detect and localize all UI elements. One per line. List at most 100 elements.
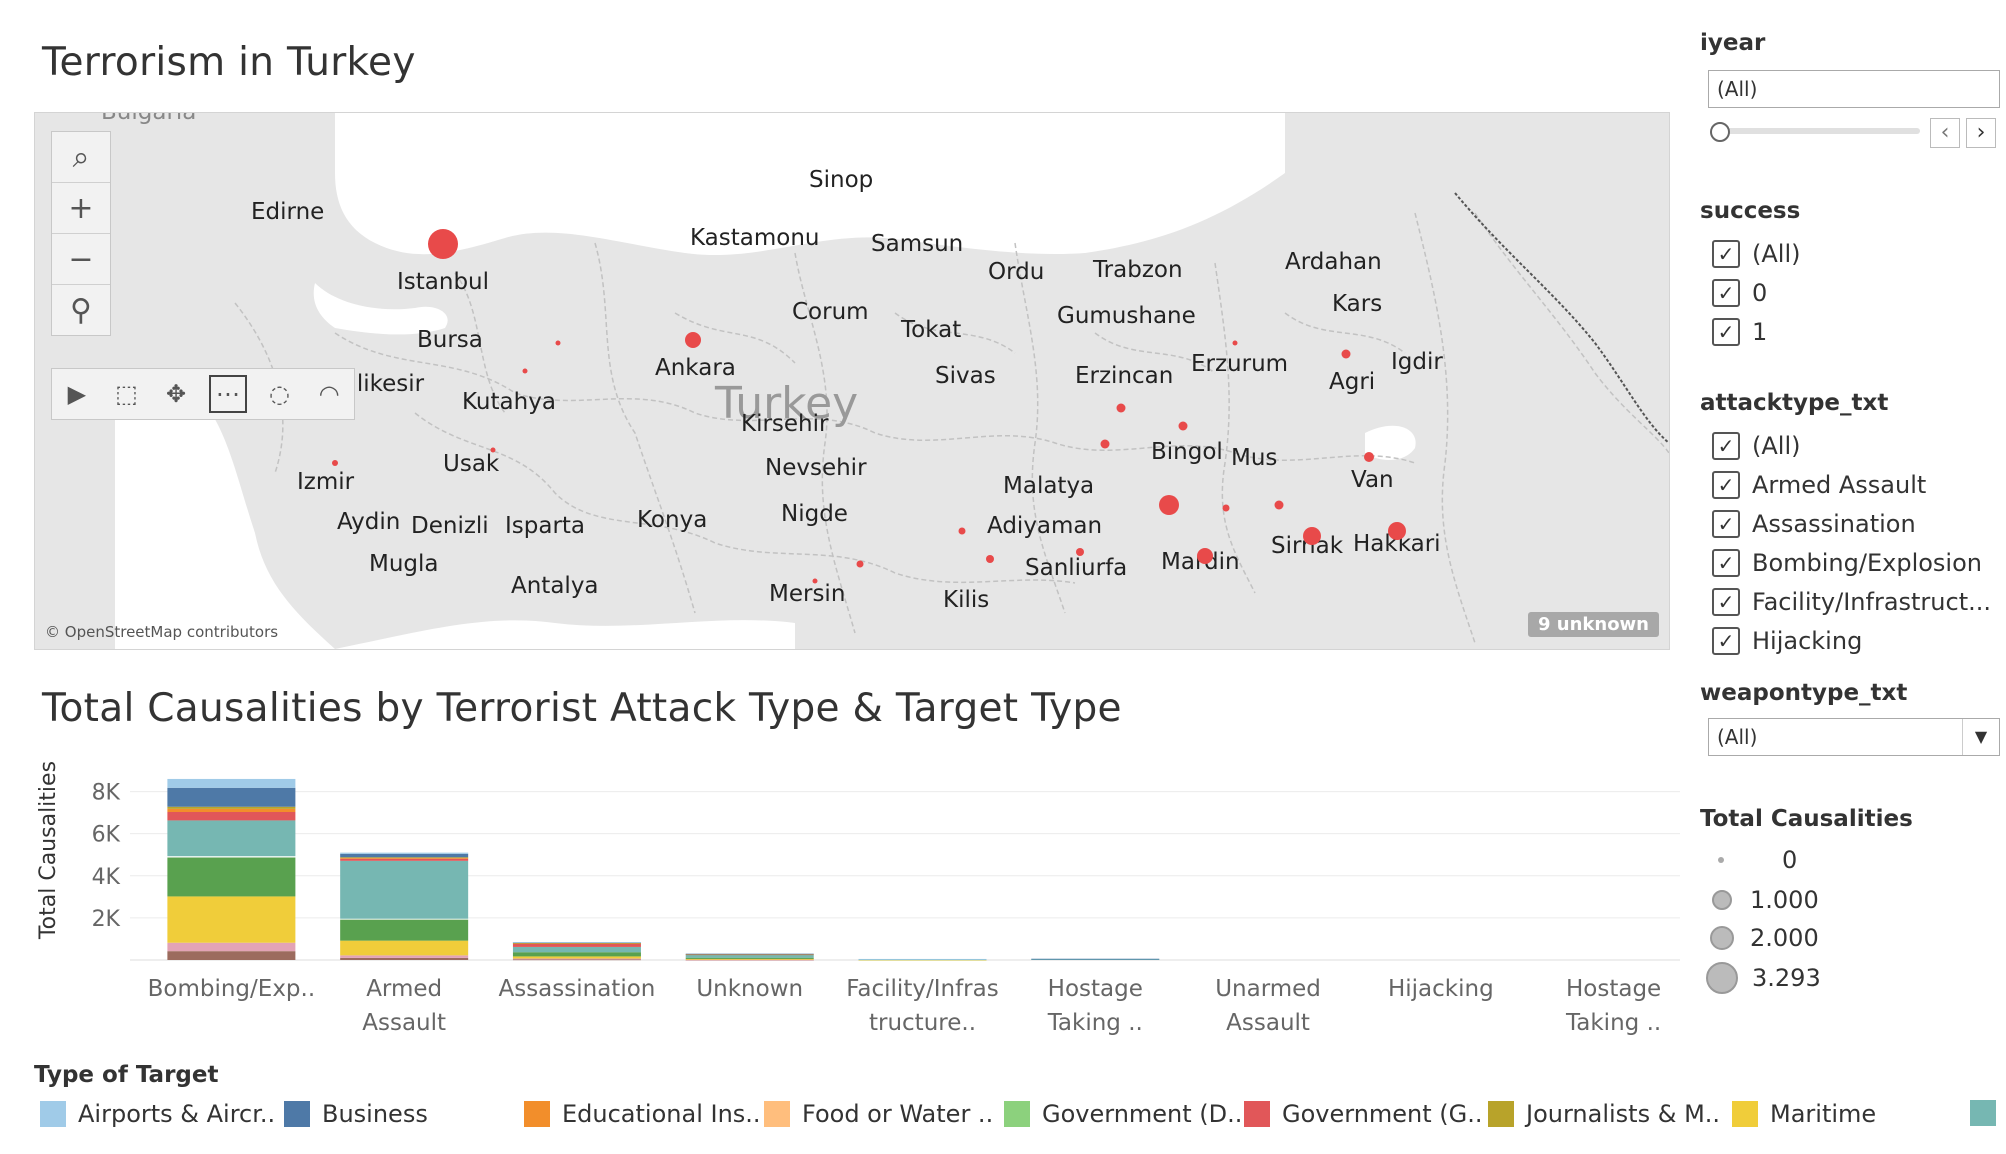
map-marker[interactable] [1100, 439, 1110, 449]
map-marker[interactable] [332, 460, 338, 466]
checkbox-checked-icon[interactable]: ✓ [1712, 240, 1740, 268]
bar-segment[interactable] [167, 806, 296, 809]
success-option[interactable]: ✓ (All) [1712, 240, 1800, 268]
bar-segment[interactable] [685, 954, 814, 958]
target-legend-item[interactable]: Government (D.. [1004, 1100, 1242, 1128]
pin-icon[interactable]: ⚲ [70, 292, 92, 328]
map-marker[interactable] [1178, 421, 1188, 431]
bar-segment[interactable] [512, 943, 641, 944]
map-marker[interactable] [685, 332, 701, 348]
bar-segment[interactable] [685, 959, 814, 961]
map-marker[interactable] [1364, 452, 1374, 462]
bar-segment[interactable] [685, 953, 814, 955]
target-legend-item[interactable]: Educational Ins.. [524, 1100, 761, 1128]
bar-segment[interactable] [167, 856, 296, 858]
bar-segment[interactable] [340, 918, 469, 920]
map-marker[interactable] [428, 229, 458, 259]
map-marker[interactable] [1274, 500, 1284, 510]
zoom-in-icon[interactable]: + [52, 183, 110, 234]
target-legend-item[interactable]: Business [284, 1100, 428, 1128]
turkey-map[interactable]: Bulgaria Turkey Sinop Edirne Kastamonu S… [34, 112, 1670, 650]
map-marker[interactable] [1232, 340, 1238, 346]
target-legend-item[interactable]: Journalists & M.. [1488, 1100, 1720, 1128]
rectangle-select-icon[interactable]: ⋯ [208, 375, 247, 413]
map-marker[interactable] [812, 578, 818, 584]
map-marker[interactable] [1388, 522, 1406, 540]
bar-segment[interactable] [340, 940, 469, 956]
attacktype-option[interactable]: ✓ Bombing/Explosion [1712, 549, 1982, 577]
bar-segment[interactable] [167, 820, 296, 857]
zoom-out-icon[interactable]: − [52, 234, 110, 285]
bar-segment[interactable] [167, 778, 296, 788]
attacktype-option[interactable]: ✓ Facility/Infrastruct... [1712, 588, 1991, 616]
lasso-select-icon[interactable]: ◠ [318, 380, 340, 408]
bar-segment[interactable] [512, 942, 641, 943]
chevron-left-icon[interactable]: ‹ [1930, 118, 1960, 148]
bar-segment[interactable] [340, 860, 469, 919]
bar-segment[interactable] [1031, 959, 1160, 960]
checkbox-checked-icon[interactable]: ✓ [1712, 627, 1740, 655]
checkbox-checked-icon[interactable]: ✓ [1712, 588, 1740, 616]
bar-segment[interactable] [512, 956, 641, 959]
bar-segment[interactable] [512, 946, 641, 953]
success-option[interactable]: ✓ 1 [1712, 318, 1767, 346]
map-marker[interactable] [1341, 349, 1351, 359]
checkbox-checked-icon[interactable]: ✓ [1712, 279, 1740, 307]
bar-segment[interactable] [167, 942, 296, 952]
iyear-input[interactable]: (All) [1708, 70, 2000, 108]
weapontype-select[interactable]: (All) ▼ [1708, 718, 2000, 756]
bar-segment[interactable] [512, 952, 641, 957]
bar-segment[interactable] [167, 857, 296, 897]
checkbox-checked-icon[interactable]: ✓ [1712, 318, 1740, 346]
bar-segment[interactable] [167, 812, 296, 821]
checkbox-checked-icon[interactable]: ✓ [1712, 471, 1740, 499]
bar-segment[interactable] [858, 959, 987, 961]
attacktype-option[interactable]: ✓ Hijacking [1712, 627, 1862, 655]
map-marker[interactable] [1116, 403, 1126, 413]
bar-segment[interactable] [340, 852, 469, 854]
map-marker[interactable] [1159, 495, 1179, 515]
map-marker[interactable] [1197, 548, 1213, 564]
map-marker[interactable] [522, 368, 528, 374]
target-legend-item[interactable] [1970, 1100, 2006, 1126]
map-attribution[interactable]: © OpenStreetMap contributors [45, 623, 279, 641]
map-marker[interactable] [986, 555, 994, 563]
bar-segment[interactable] [340, 919, 469, 941]
map-marker[interactable] [1303, 527, 1321, 545]
attacktype-option[interactable]: ✓ Armed Assault [1712, 471, 1926, 499]
iyear-slider-track[interactable] [1714, 128, 1920, 134]
radial-select-icon[interactable]: ◌ [269, 380, 290, 408]
search-icon[interactable]: ⌕ [52, 132, 110, 183]
bar-segment[interactable] [340, 955, 469, 958]
target-legend-item[interactable]: Food or Water .. [764, 1100, 993, 1128]
bar-segment[interactable] [340, 957, 469, 960]
bar-segment[interactable] [858, 959, 987, 961]
unknown-locations-badge[interactable]: 9 unknown [1527, 612, 1659, 637]
bar-segment[interactable] [167, 951, 296, 960]
map-marker[interactable] [1076, 548, 1084, 556]
success-option[interactable]: ✓ 0 [1712, 279, 1767, 307]
map-marker[interactable] [555, 340, 561, 346]
bar-segment[interactable] [512, 942, 641, 944]
pan-icon[interactable]: ✥ [166, 380, 187, 408]
play-icon[interactable]: ▶ [67, 380, 87, 408]
bar-segment[interactable] [512, 959, 641, 961]
bar-segment[interactable] [685, 958, 814, 960]
chevron-down-icon[interactable]: ▼ [1962, 719, 1999, 755]
checkbox-checked-icon[interactable]: ✓ [1712, 549, 1740, 577]
bar-segment[interactable] [858, 958, 987, 960]
stacked-bar-chart[interactable]: 2K 4K 6K 8K Bombing/Exp.. Armed Assault Assassi… [80, 760, 1680, 1050]
map-marker[interactable] [1222, 504, 1230, 512]
bar-segment[interactable] [167, 808, 296, 812]
bar-segment[interactable] [340, 857, 469, 859]
checkbox-checked-icon[interactable]: ✓ [1712, 510, 1740, 538]
bar-segment[interactable] [1031, 958, 1160, 960]
bar-segment[interactable] [340, 853, 469, 858]
bar-segment[interactable] [512, 958, 641, 960]
map-marker[interactable] [490, 447, 496, 453]
bar-segment[interactable] [685, 957, 814, 959]
bar-segment[interactable] [685, 954, 814, 956]
map-marker[interactable] [958, 527, 966, 535]
target-legend-item[interactable]: Maritime [1732, 1100, 1876, 1128]
bar-segment[interactable] [512, 943, 641, 947]
